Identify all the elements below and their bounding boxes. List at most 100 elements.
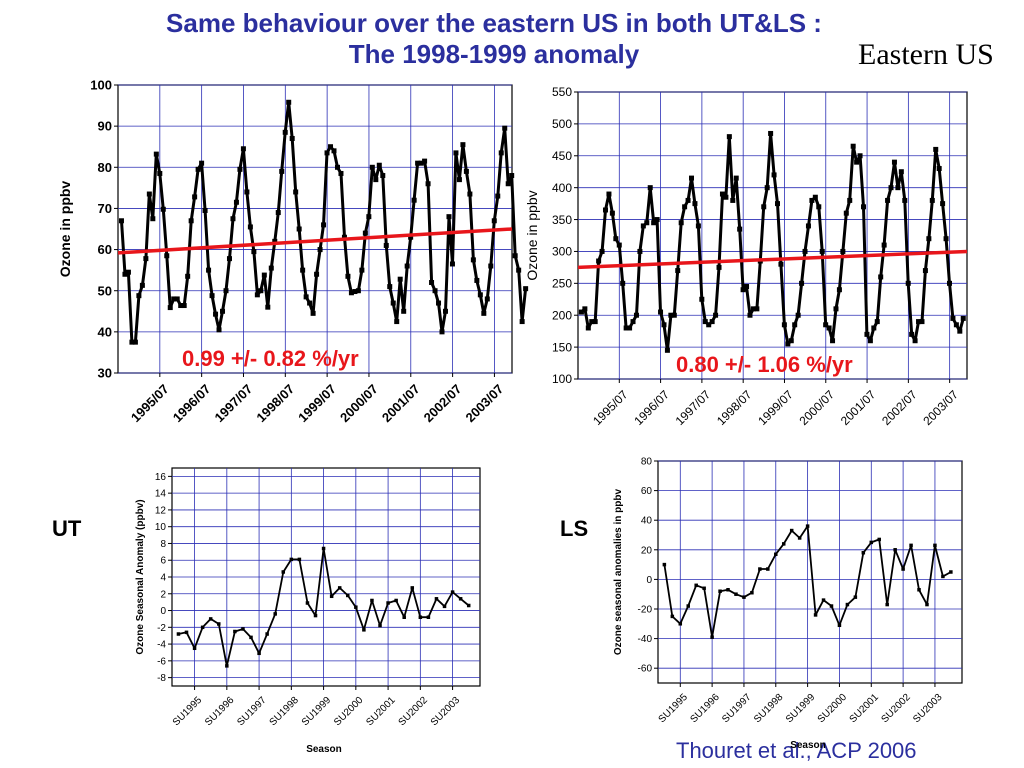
data-point — [957, 328, 963, 334]
data-point — [394, 319, 400, 325]
data-point — [709, 319, 715, 325]
data-point — [247, 224, 253, 230]
data-point — [439, 329, 445, 335]
y-tick-label: 80 — [98, 160, 112, 175]
trend-annotation: 0.99 +/- 0.82 %/yr — [182, 346, 359, 371]
data-point — [164, 253, 170, 259]
data-point — [450, 590, 455, 594]
data-point — [362, 628, 366, 632]
data-point — [300, 267, 306, 273]
x-tick-label: 1997/07 — [673, 387, 714, 428]
y-tick-label: 40 — [641, 516, 653, 527]
data-point — [936, 166, 942, 172]
y-axis-label: Ozone seasonal anomalies in ppbv — [613, 488, 624, 655]
title-line-2: The 1998-1999 anomaly — [348, 39, 640, 69]
data-point — [726, 134, 732, 140]
data-point — [809, 197, 815, 203]
data-point — [136, 293, 142, 299]
data-point — [812, 194, 818, 200]
y-tick-label: -40 — [638, 634, 653, 645]
data-point — [484, 296, 490, 302]
x-tick-label: SU2001 — [364, 695, 398, 729]
data-point — [422, 158, 428, 164]
data-point — [664, 347, 670, 353]
data-point — [289, 135, 295, 141]
x-tick-label: SU1996 — [688, 692, 722, 726]
x-tick-label: 1995/07 — [128, 381, 172, 425]
data-point — [208, 617, 213, 621]
y-axis-label: Ozone in ppbv — [57, 181, 73, 278]
data-point — [244, 189, 250, 195]
data-point — [940, 201, 946, 207]
data-point — [404, 263, 410, 269]
data-point — [446, 214, 452, 220]
y-tick-label: 4 — [160, 573, 166, 584]
trend-line — [577, 249, 968, 270]
data-point — [426, 615, 431, 619]
y-tick-label: 16 — [155, 472, 167, 483]
data-point — [771, 172, 777, 178]
data-point — [202, 207, 208, 213]
y-tick-label: 450 — [552, 149, 572, 163]
data-point — [434, 597, 439, 601]
data-point — [313, 613, 318, 618]
data-point — [378, 623, 382, 628]
data-point — [376, 162, 382, 168]
data-point — [132, 339, 138, 345]
data-point — [352, 289, 358, 295]
data-point — [781, 322, 787, 328]
y-tick-label: 50 — [98, 283, 112, 298]
y-tick-label: 80 — [641, 457, 653, 468]
data-point — [272, 238, 278, 244]
y-tick-label: 40 — [98, 324, 112, 339]
data-point — [740, 287, 746, 293]
data-point — [723, 194, 729, 200]
data-point — [670, 614, 675, 619]
data-point — [321, 222, 327, 228]
y-tick-label: 8 — [160, 539, 166, 550]
data-point — [293, 189, 299, 195]
data-point — [418, 615, 423, 619]
data-point — [837, 623, 842, 628]
x-tick-label: SU1998 — [752, 692, 786, 726]
data-point — [118, 218, 124, 224]
y-tick-label: -6 — [157, 656, 166, 667]
ls-anomaly-chart: -60-40-20020406080SU1995SU1996SU1997SU19… — [613, 457, 963, 751]
data-point — [878, 274, 884, 280]
data-point — [694, 583, 698, 588]
data-point — [867, 338, 873, 344]
data-point — [488, 263, 494, 269]
data-point — [788, 338, 794, 344]
data-point — [470, 257, 476, 263]
x-tick-label: SU1997 — [720, 692, 754, 726]
ls-label: LS — [560, 516, 589, 541]
data-point — [949, 570, 953, 574]
data-point — [383, 242, 389, 248]
data-point — [195, 166, 201, 172]
data-point — [261, 272, 267, 278]
data-point — [799, 280, 805, 286]
data-point — [240, 146, 246, 152]
data-point — [630, 319, 636, 325]
data-point — [307, 300, 313, 306]
x-tick-label: SU2002 — [879, 692, 913, 726]
data-point — [661, 322, 667, 328]
data-point — [861, 551, 866, 555]
ut-anomaly-chart: -8-6-4-20246810121416SU1995SU1996SU1997S… — [135, 467, 481, 755]
data-point — [929, 197, 935, 203]
data-point — [651, 220, 657, 226]
data-point — [386, 601, 390, 605]
data-point — [122, 271, 128, 277]
y-tick-label: 100 — [552, 372, 572, 386]
data-point — [359, 267, 365, 273]
y-tick-label: 250 — [552, 277, 572, 291]
data-point — [275, 210, 281, 216]
data-point — [257, 651, 261, 656]
data-point — [869, 540, 874, 545]
data-point — [613, 236, 619, 242]
data-point — [223, 288, 229, 294]
x-tick-label: SU2000 — [816, 692, 850, 726]
x-tick-label: 2000/07 — [337, 381, 381, 425]
y-tick-label: 300 — [552, 245, 572, 259]
data-point — [616, 242, 622, 248]
